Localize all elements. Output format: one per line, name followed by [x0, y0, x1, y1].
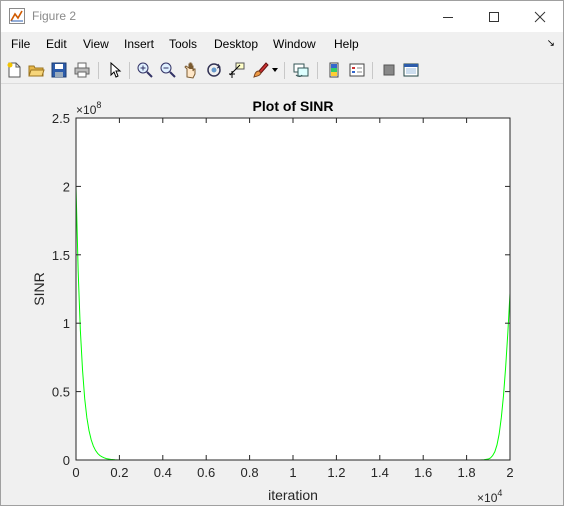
menu-file[interactable]: File [11, 37, 31, 51]
toolbar-separator [372, 62, 373, 79]
x-tick-label: 2 [506, 465, 513, 480]
rotate-3d-icon[interactable] [205, 61, 223, 79]
sinr-chart: 0 0.2 0.4 0.6 0.8 1 1.2 1.4 1.6 1.8 200.511.522.5 … [31, 98, 514, 505]
x-tick-label: 0.6 [197, 465, 215, 480]
title-bar[interactable]: Figure 2 [1, 1, 563, 32]
y-tick-label: 2.5 [52, 111, 70, 126]
menu-insert[interactable]: Insert [124, 37, 155, 51]
matlab-figure-icon [9, 8, 25, 24]
x-tick-label: 1.6 [414, 465, 432, 480]
x-tick-label: 1 [289, 465, 296, 480]
brush-icon[interactable] [251, 61, 269, 79]
x-tick-label: 1.4 [371, 465, 389, 480]
close-icon [534, 11, 546, 22]
zoom-out-icon[interactable] [159, 61, 177, 79]
y-axis-label: SINR [31, 272, 47, 305]
minimize-icon [443, 16, 453, 18]
axes-background [76, 118, 510, 460]
print-figure-icon[interactable] [73, 61, 91, 79]
x-tick-label: 0.2 [110, 465, 128, 480]
menu-bar: File Edit View Insert Tools Desktop Wind… [1, 33, 563, 55]
x-tick-label: 0 [72, 465, 79, 480]
window-title: Figure 2 [32, 9, 77, 23]
y-tick-label: 1.5 [52, 248, 70, 263]
x-axis-label: iteration [268, 487, 318, 503]
data-cursor-icon[interactable] [228, 61, 246, 79]
pan-icon[interactable] [182, 61, 200, 79]
figure-canvas: 0 0.2 0.4 0.6 0.8 1 1.2 1.4 1.6 1.8 2 0 0.5 1 1.5 2 2.5 … [1, 85, 563, 505]
minimize-button[interactable] [425, 1, 471, 32]
menu-help[interactable]: Help [334, 37, 359, 51]
menu-edit[interactable]: Edit [46, 37, 67, 51]
save-figure-icon[interactable] [50, 61, 68, 79]
menu-desktop[interactable]: Desktop [214, 37, 259, 51]
menu-view[interactable]: View [83, 37, 109, 51]
x-tick-label: 1.2 [327, 465, 345, 480]
menu-tools[interactable]: Tools [169, 37, 198, 51]
maximize-icon [489, 11, 499, 22]
menu-window[interactable]: Window [273, 37, 316, 51]
y-tick-label: 1 [63, 316, 70, 331]
hide-plot-tools-icon[interactable] [380, 61, 398, 79]
x-tick-label: 0.8 [241, 465, 259, 480]
new-figure-icon[interactable] [5, 61, 23, 79]
toolbar-separator [98, 62, 99, 79]
brush-dropdown-icon[interactable] [272, 68, 278, 72]
y-tick-label: 0 [63, 453, 70, 468]
toolbar-separator [129, 62, 130, 79]
toolbar-separator [317, 62, 318, 79]
toolbar-separator [284, 62, 285, 79]
maximize-button[interactable] [471, 1, 517, 32]
insert-colorbar-icon[interactable] [325, 61, 343, 79]
dock-arrow-icon[interactable]: ↘ [546, 38, 555, 49]
open-file-icon[interactable] [27, 61, 45, 79]
x-axis-exponent: ×104 [477, 488, 502, 505]
close-button[interactable] [517, 1, 563, 32]
y-tick-label: 0.5 [52, 385, 70, 400]
insert-legend-icon[interactable] [348, 61, 366, 79]
y-axis-exponent: ×108 [76, 100, 101, 117]
edit-plot-icon[interactable] [106, 61, 124, 79]
figure-toolbar [1, 57, 563, 84]
y-tick-label: 2 [63, 179, 70, 194]
chart-title: Plot of SINR [253, 98, 334, 114]
zoom-in-icon[interactable] [136, 61, 154, 79]
x-tick-label: 1.8 [458, 465, 476, 480]
x-tick-label: 0.4 [154, 465, 172, 480]
show-plot-tools-icon[interactable] [402, 61, 420, 79]
link-plot-icon[interactable] [292, 61, 310, 79]
